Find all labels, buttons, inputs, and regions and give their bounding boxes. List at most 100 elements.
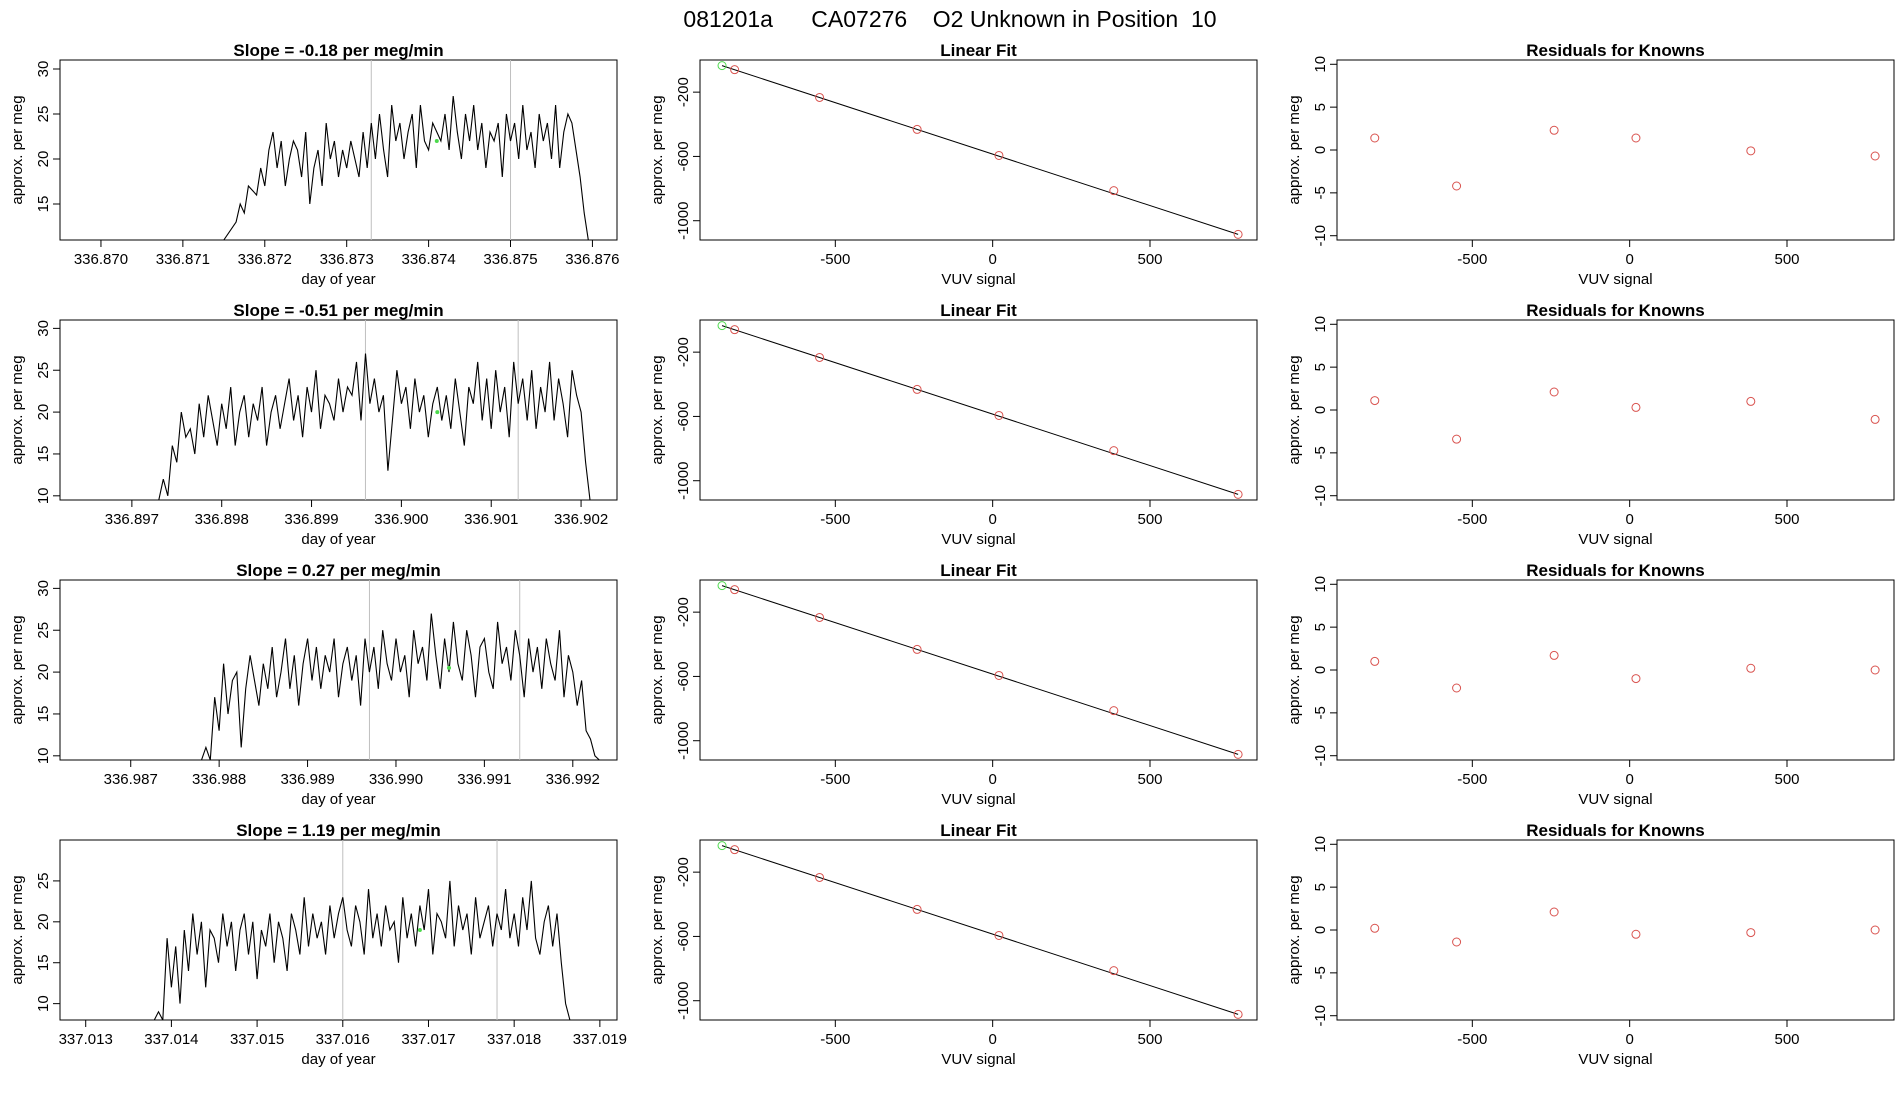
linear-fit-2-y-tick-label: -600: [675, 401, 692, 431]
linear-fit-3-y-axis-label: approx. per meg: [649, 615, 666, 724]
time-series-2-y-tick-label: 10: [35, 487, 52, 504]
linear-fit-4-x-tick-label: -500: [820, 1031, 850, 1048]
linear-fit-3-fit-line: [721, 585, 1239, 755]
time-series-2-x-tick-label: 336.900: [374, 511, 428, 528]
linear-fit-1-plot-frame: [699, 59, 1258, 241]
linear-fit-3-y-tick-label: -1000: [675, 722, 692, 760]
residuals-3-y-tick-label: 0: [1312, 666, 1329, 674]
linear-fit-2-y-tick-label: -1000: [675, 462, 692, 500]
linear-fit-4-x-tick-label: 500: [1137, 1031, 1162, 1048]
residuals-2-data-point: [1631, 402, 1641, 412]
residuals-4-y-tick-label: 10: [1312, 836, 1329, 853]
time-series-3-y-tick-label: 10: [35, 747, 52, 764]
residuals-3-y-tick-label: -10: [1312, 745, 1329, 767]
linear-fit-3-x-tick-label: -500: [820, 771, 850, 788]
residuals-4-data-point: [1870, 925, 1880, 935]
linear-fit-4-plot-frame: [699, 839, 1258, 1021]
time-series-2-x-tick-label: 336.899: [284, 511, 338, 528]
residuals-2-y-tick-label: -10: [1312, 485, 1329, 507]
residuals-1-y-tick-label: -10: [1312, 225, 1329, 247]
linear-fit-2-y-axis-label: approx. per meg: [649, 355, 666, 464]
time-series-3-y-tick-label: 25: [35, 622, 52, 639]
time-series-3-x-axis-label: day of year: [301, 791, 375, 808]
time-series-4-x-tick-label: 337.015: [230, 1031, 284, 1048]
time-series-4-highlight-point: [417, 928, 422, 932]
residuals-3-title: Residuals for Knowns: [1526, 561, 1705, 580]
time-series-3-highlight-point: [447, 665, 452, 670]
linear-fit-2-title: Linear Fit: [940, 301, 1017, 320]
linear-fit-4-x-tick-label: 0: [988, 1031, 996, 1048]
time-series-3-title: Slope = 0.27 per meg/min: [236, 561, 441, 580]
residuals-1-title: Residuals for Knowns: [1526, 41, 1705, 60]
time-series-2-highlight-point: [435, 410, 440, 415]
linear-fit-3-data-point: [815, 612, 825, 622]
time-series-3-y-axis-label: approx. per meg: [9, 615, 26, 724]
residuals-2-y-tick-label: 10: [1312, 316, 1329, 333]
time-series-1-y-tick-label: 25: [35, 106, 52, 123]
linear-fit-1-data-point: [1233, 229, 1243, 239]
linear-fit-2-data-point: [994, 410, 1004, 420]
residuals-4-data-point: [1631, 929, 1641, 939]
time-series-1-x-tick-label: 336.872: [238, 251, 292, 268]
residuals-4-y-tick-label: -5: [1312, 966, 1329, 979]
linear-fit-1-x-tick-label: 0: [988, 251, 996, 268]
linear-fit-3-data-point: [1109, 706, 1119, 716]
linear-fit-1-y-axis-label: approx. per meg: [649, 95, 666, 204]
time-series-3-x-tick-label: 336.991: [457, 771, 511, 788]
linear-fit-3-plot-frame: [699, 579, 1258, 761]
linear-fit-3-data-point: [717, 581, 727, 591]
residuals-4-y-tick-label: 0: [1312, 926, 1329, 934]
time-series-4-x-tick-label: 337.014: [144, 1031, 198, 1048]
linear-fit-4-y-tick-label: -600: [675, 921, 692, 951]
residuals-2-y-axis-label: approx. per meg: [1286, 355, 1303, 464]
time-series-4-title: Slope = 1.19 per meg/min: [236, 821, 441, 840]
residuals-2-data-point: [1870, 414, 1880, 424]
residuals-3-y-tick-label: -5: [1312, 706, 1329, 719]
linear-fit-4-data-point: [912, 904, 922, 914]
linear-fit-3-data-point: [1233, 749, 1243, 759]
time-series-4-series-line: [153, 880, 571, 1020]
linear-fit-3-data-point: [912, 644, 922, 654]
residuals-2-data-point: [1452, 434, 1462, 444]
time-series-1-x-tick-label: 336.870: [74, 251, 128, 268]
linear-fit-2-data-point: [912, 384, 922, 394]
time-series-4-x-tick-label: 337.019: [573, 1031, 627, 1048]
time-series-1-x-tick-label: 336.876: [565, 251, 619, 268]
linear-fit-4-y-tick-label: -200: [675, 857, 692, 887]
residuals-1-data-point: [1870, 151, 1880, 161]
time-series-3-x-tick-label: 336.992: [546, 771, 600, 788]
linear-fit-1-x-tick-label: 500: [1137, 251, 1162, 268]
time-series-4-y-axis-label: approx. per meg: [9, 875, 26, 984]
residuals-3-x-tick-label: -500: [1457, 771, 1487, 788]
residuals-4-x-axis-label: VUV signal: [1578, 1051, 1652, 1068]
time-series-4-y-tick-label: 15: [35, 954, 52, 971]
linear-fit-2-data-point: [730, 325, 740, 335]
time-series-3-y-tick-label: 15: [35, 706, 52, 723]
linear-fit-4-x-axis-label: VUV signal: [941, 1051, 1015, 1068]
time-series-2-x-axis-label: day of year: [301, 531, 375, 548]
residuals-1-x-tick-label: 500: [1774, 251, 1799, 268]
residuals-1-y-tick-label: 10: [1312, 56, 1329, 73]
time-series-1-y-tick-label: 15: [35, 196, 52, 213]
linear-fit-1-data-point: [717, 61, 727, 71]
linear-fit-2-data-point: [1233, 489, 1243, 499]
time-series-3-x-tick-label: 336.988: [192, 771, 246, 788]
residuals-4-x-tick-label: 0: [1625, 1031, 1633, 1048]
residuals-3-x-axis-label: VUV signal: [1578, 791, 1652, 808]
residuals-3-data-point: [1870, 665, 1880, 675]
time-series-1-x-tick-label: 336.874: [401, 251, 455, 268]
time-series-1-x-tick-label: 336.875: [483, 251, 537, 268]
residuals-1-y-tick-label: -5: [1312, 186, 1329, 199]
linear-fit-2-x-axis-label: VUV signal: [941, 531, 1015, 548]
time-series-2-x-tick-label: 336.901: [464, 511, 518, 528]
residuals-4-y-tick-label: 5: [1312, 883, 1329, 891]
time-series-1-highlight-point: [434, 139, 439, 143]
residuals-4-data-point: [1549, 907, 1559, 917]
linear-fit-2-x-tick-label: -500: [820, 511, 850, 528]
linear-fit-1-fit-line: [721, 65, 1239, 235]
time-series-3-y-tick-label: 30: [35, 580, 52, 597]
time-series-2-y-axis-label: approx. per meg: [9, 355, 26, 464]
residuals-4-data-point: [1370, 923, 1380, 933]
time-series-4-x-axis-label: day of year: [301, 1051, 375, 1068]
